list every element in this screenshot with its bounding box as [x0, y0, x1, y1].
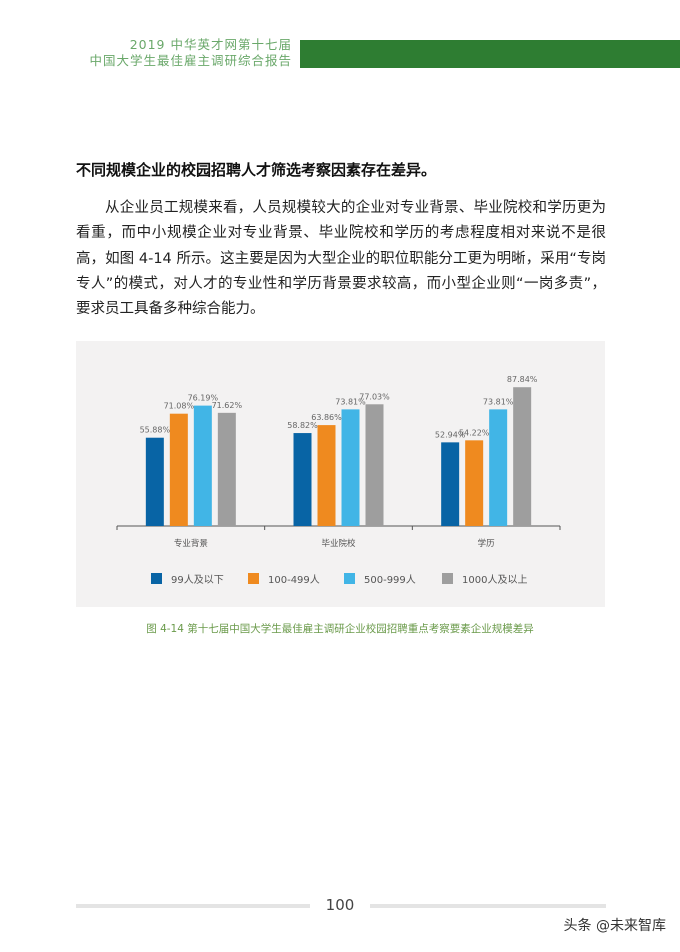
bar [317, 425, 336, 526]
bar [145, 437, 164, 526]
legend-label: 500-999人 [364, 574, 416, 586]
data-label: 71.08% [164, 402, 195, 411]
data-label: 55.88% [140, 426, 171, 435]
legend-label: 99人及以下 [171, 574, 224, 586]
bar [169, 413, 188, 526]
bar [193, 405, 212, 526]
bar [441, 442, 460, 526]
header-green-bar [300, 40, 680, 68]
data-label: 87.84% [507, 375, 538, 384]
figure-caption: 图 4-14 第十七届中国大学生最佳雇主调研企业校园招聘重点考察要素企业规模差异 [146, 623, 534, 635]
bar [341, 409, 360, 526]
data-label: 73.81% [335, 397, 366, 406]
header-line-2: 中国大学生最佳雇主调研综合报告 [89, 53, 292, 68]
bar [513, 387, 532, 526]
report-header: 2019 中华英才网第十七届 中国大学生最佳雇主调研综合报告 [89, 37, 292, 69]
data-label: 73.81% [483, 397, 514, 406]
x-tick-label: 毕业院校 [321, 538, 356, 549]
data-label: 54.22% [459, 428, 490, 437]
x-tick-label: 专业背景 [174, 538, 208, 549]
footer-line-right [370, 904, 606, 908]
bar-chart: 55.88% 71.08%76.19%71.62% 专业背景 58.82%63.86%… [116, 375, 561, 586]
bar [293, 433, 312, 526]
legend-label: 1000人及以上 [462, 574, 527, 586]
bar [465, 440, 484, 526]
bar [489, 409, 508, 526]
x-tick-label: 学历 [478, 538, 496, 549]
data-label: 58.82% [287, 421, 318, 430]
legend-swatch [344, 573, 355, 584]
legend-label: 100-499人 [268, 574, 320, 586]
data-label: 71.62% [212, 401, 243, 410]
legend-swatch [248, 573, 259, 584]
chart-panel: 55.88% 71.08% 76.19% 71.62% 专业背景 58.82% 63.86%… [76, 341, 605, 607]
watermark: 头条 @未来智库 [563, 918, 666, 934]
header-line-1: 2019 中华英才网第十七届 [129, 37, 292, 52]
data-label: 76.19% [188, 394, 219, 403]
legend-swatch [151, 573, 162, 584]
bar [365, 404, 384, 526]
section-heading: 不同规模企业的校园招聘人才筛选考察因素存在差异。 [76, 161, 437, 179]
data-label: 63.86% [311, 413, 342, 422]
bar [217, 412, 236, 526]
footer-line-left [76, 904, 310, 908]
body-paragraph: 从企业员工规模来看，人员规模较大的企业对专业背景、毕业院校和学历更为看重，而中小… [76, 200, 606, 318]
page-number: 100 [325, 896, 355, 914]
data-label: 52.94% [435, 430, 466, 439]
data-label: 77.03% [359, 392, 390, 401]
legend-swatch [442, 573, 453, 584]
